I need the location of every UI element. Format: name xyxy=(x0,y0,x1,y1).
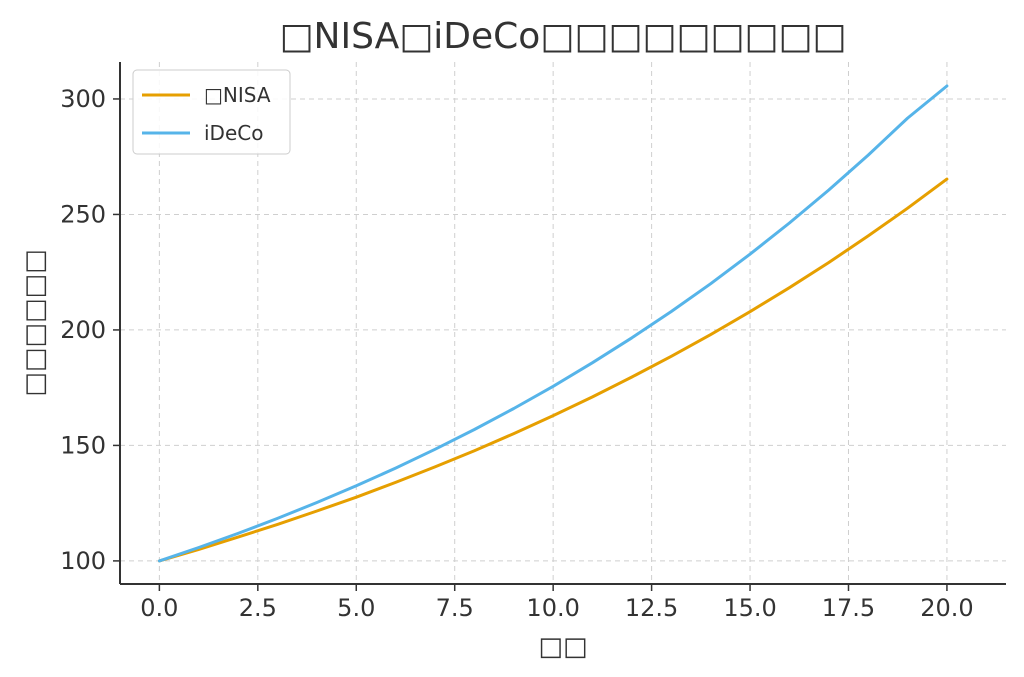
y-tick-label: 100 xyxy=(60,547,106,575)
x-ticks: 0.0 2.5 5.0 7.5 10.0 12.5 15.0 17.5 20.0 xyxy=(140,584,974,622)
legend: □NISA iDeCo xyxy=(132,69,291,155)
x-tick-label: 2.5 xyxy=(239,594,277,622)
x-tick-label: 12.5 xyxy=(625,594,678,622)
series-line-2 xyxy=(157,84,949,563)
y-tick-label: 150 xyxy=(60,431,106,459)
x-tick-label: 0.0 xyxy=(140,594,178,622)
y-axis-label: □□□□□□ xyxy=(20,249,50,396)
y-ticks: 100 150 200 250 300 xyxy=(60,85,120,575)
legend-label-1: □NISA xyxy=(204,83,271,107)
series-lines xyxy=(157,84,949,563)
legend-label-2: iDeCo xyxy=(204,121,263,145)
x-axis-label: □□ xyxy=(538,632,587,662)
chart-title: □NISA□iDeCo□□□□□□□□□ xyxy=(280,16,847,57)
x-tick-label: 20.0 xyxy=(920,594,973,622)
series-line-1 xyxy=(157,177,949,563)
y-tick-label: 200 xyxy=(60,316,106,344)
x-tick-label: 7.5 xyxy=(436,594,474,622)
axes xyxy=(119,62,1006,585)
x-tick-label: 15.0 xyxy=(723,594,776,622)
x-tick-label: 10.0 xyxy=(526,594,579,622)
x-tick-label: 17.5 xyxy=(822,594,875,622)
y-tick-label: 250 xyxy=(60,200,106,228)
x-tick-label: 5.0 xyxy=(337,594,375,622)
y-tick-label: 300 xyxy=(60,85,106,113)
